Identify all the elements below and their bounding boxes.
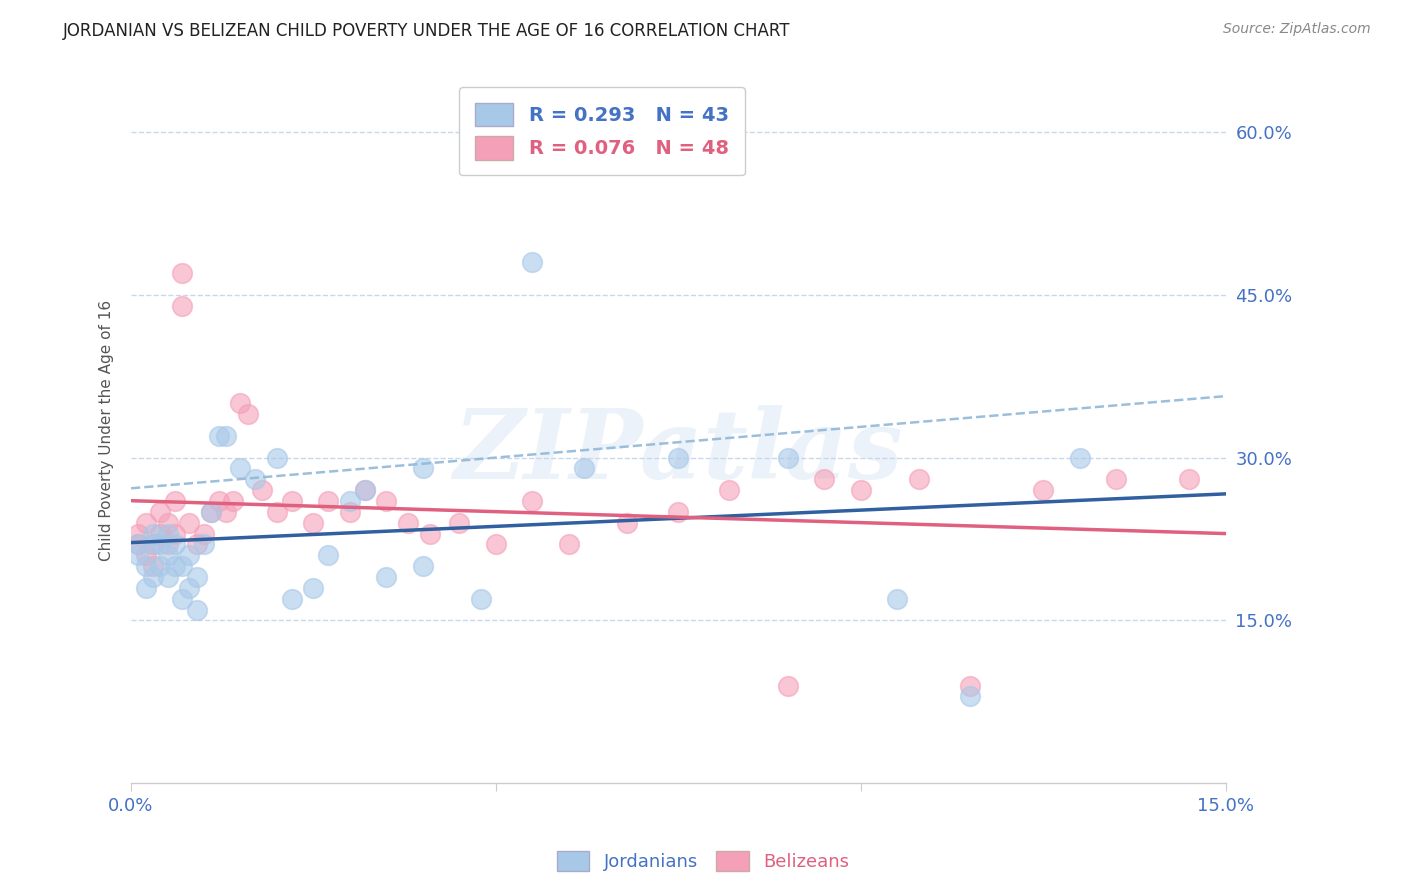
Point xyxy=(186,570,208,584)
Point xyxy=(142,570,165,584)
Point xyxy=(908,472,931,486)
Point xyxy=(266,450,288,465)
Point xyxy=(156,549,179,563)
Point xyxy=(149,526,172,541)
Text: JORDANIAN VS BELIZEAN CHILD POVERTY UNDER THE AGE OF 16 CORRELATION CHART: JORDANIAN VS BELIZEAN CHILD POVERTY UNDE… xyxy=(63,22,790,40)
Legend: R = 0.293   N = 43, R = 0.076   N = 48: R = 0.293 N = 43, R = 0.076 N = 48 xyxy=(458,87,745,176)
Point xyxy=(127,537,149,551)
Point xyxy=(163,537,186,551)
Point xyxy=(186,537,208,551)
Point xyxy=(1178,472,1201,486)
Point xyxy=(666,505,689,519)
Point xyxy=(959,679,981,693)
Point xyxy=(666,450,689,465)
Point xyxy=(127,549,149,563)
Point xyxy=(1105,472,1128,486)
Point xyxy=(142,559,165,574)
Point xyxy=(135,549,157,563)
Point xyxy=(412,461,434,475)
Point xyxy=(339,494,361,508)
Point xyxy=(252,483,274,497)
Point xyxy=(172,298,194,312)
Point xyxy=(412,559,434,574)
Point xyxy=(339,505,361,519)
Point xyxy=(419,526,441,541)
Legend: Jordanians, Belizeans: Jordanians, Belizeans xyxy=(550,844,856,879)
Point xyxy=(316,494,339,508)
Point xyxy=(149,505,172,519)
Point xyxy=(215,505,238,519)
Y-axis label: Child Poverty Under the Age of 16: Child Poverty Under the Age of 16 xyxy=(100,300,114,561)
Point xyxy=(142,537,165,551)
Point xyxy=(266,505,288,519)
Point xyxy=(200,505,222,519)
Point xyxy=(302,516,325,530)
Point xyxy=(156,526,179,541)
Point xyxy=(718,483,741,497)
Point xyxy=(207,494,229,508)
Point xyxy=(886,591,908,606)
Point xyxy=(353,483,375,497)
Point xyxy=(156,516,179,530)
Point xyxy=(135,559,157,574)
Point xyxy=(179,516,201,530)
Point xyxy=(156,537,179,551)
Point xyxy=(149,559,172,574)
Point xyxy=(522,494,544,508)
Point xyxy=(353,483,375,497)
Point xyxy=(280,591,302,606)
Point xyxy=(396,516,419,530)
Point xyxy=(172,266,194,280)
Point xyxy=(522,255,544,269)
Point xyxy=(179,549,201,563)
Point xyxy=(163,526,186,541)
Point xyxy=(193,526,215,541)
Point xyxy=(200,505,222,519)
Point xyxy=(215,429,238,443)
Point xyxy=(172,591,194,606)
Point xyxy=(316,549,339,563)
Point xyxy=(813,472,835,486)
Point xyxy=(243,472,266,486)
Point xyxy=(616,516,638,530)
Point xyxy=(179,581,201,595)
Point xyxy=(572,461,595,475)
Point xyxy=(849,483,872,497)
Point xyxy=(156,570,179,584)
Point xyxy=(186,602,208,616)
Point xyxy=(236,407,259,421)
Point xyxy=(142,537,165,551)
Point xyxy=(193,537,215,551)
Point xyxy=(375,494,398,508)
Point xyxy=(558,537,581,551)
Point xyxy=(127,526,149,541)
Point xyxy=(172,559,194,574)
Point xyxy=(135,516,157,530)
Point xyxy=(207,429,229,443)
Text: Source: ZipAtlas.com: Source: ZipAtlas.com xyxy=(1223,22,1371,37)
Point xyxy=(1032,483,1054,497)
Point xyxy=(776,679,799,693)
Point xyxy=(470,591,492,606)
Point xyxy=(229,396,252,410)
Point xyxy=(485,537,508,551)
Point xyxy=(163,494,186,508)
Point xyxy=(142,526,165,541)
Point xyxy=(163,559,186,574)
Point xyxy=(375,570,398,584)
Point xyxy=(776,450,799,465)
Point xyxy=(449,516,471,530)
Point xyxy=(127,537,149,551)
Point xyxy=(302,581,325,595)
Point xyxy=(222,494,245,508)
Point xyxy=(229,461,252,475)
Point xyxy=(959,690,981,704)
Point xyxy=(149,537,172,551)
Point xyxy=(135,581,157,595)
Point xyxy=(280,494,302,508)
Text: ZIPatlas: ZIPatlas xyxy=(454,405,903,499)
Point xyxy=(1069,450,1091,465)
